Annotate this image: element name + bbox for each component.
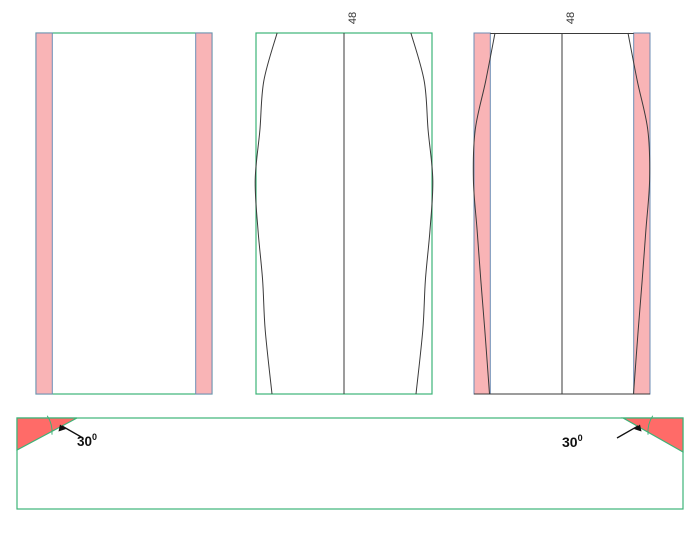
svg-text:300: 300: [77, 432, 97, 449]
svg-text:48: 48: [565, 12, 577, 24]
svg-text:48: 48: [347, 12, 359, 24]
svg-text:300: 300: [562, 433, 583, 450]
